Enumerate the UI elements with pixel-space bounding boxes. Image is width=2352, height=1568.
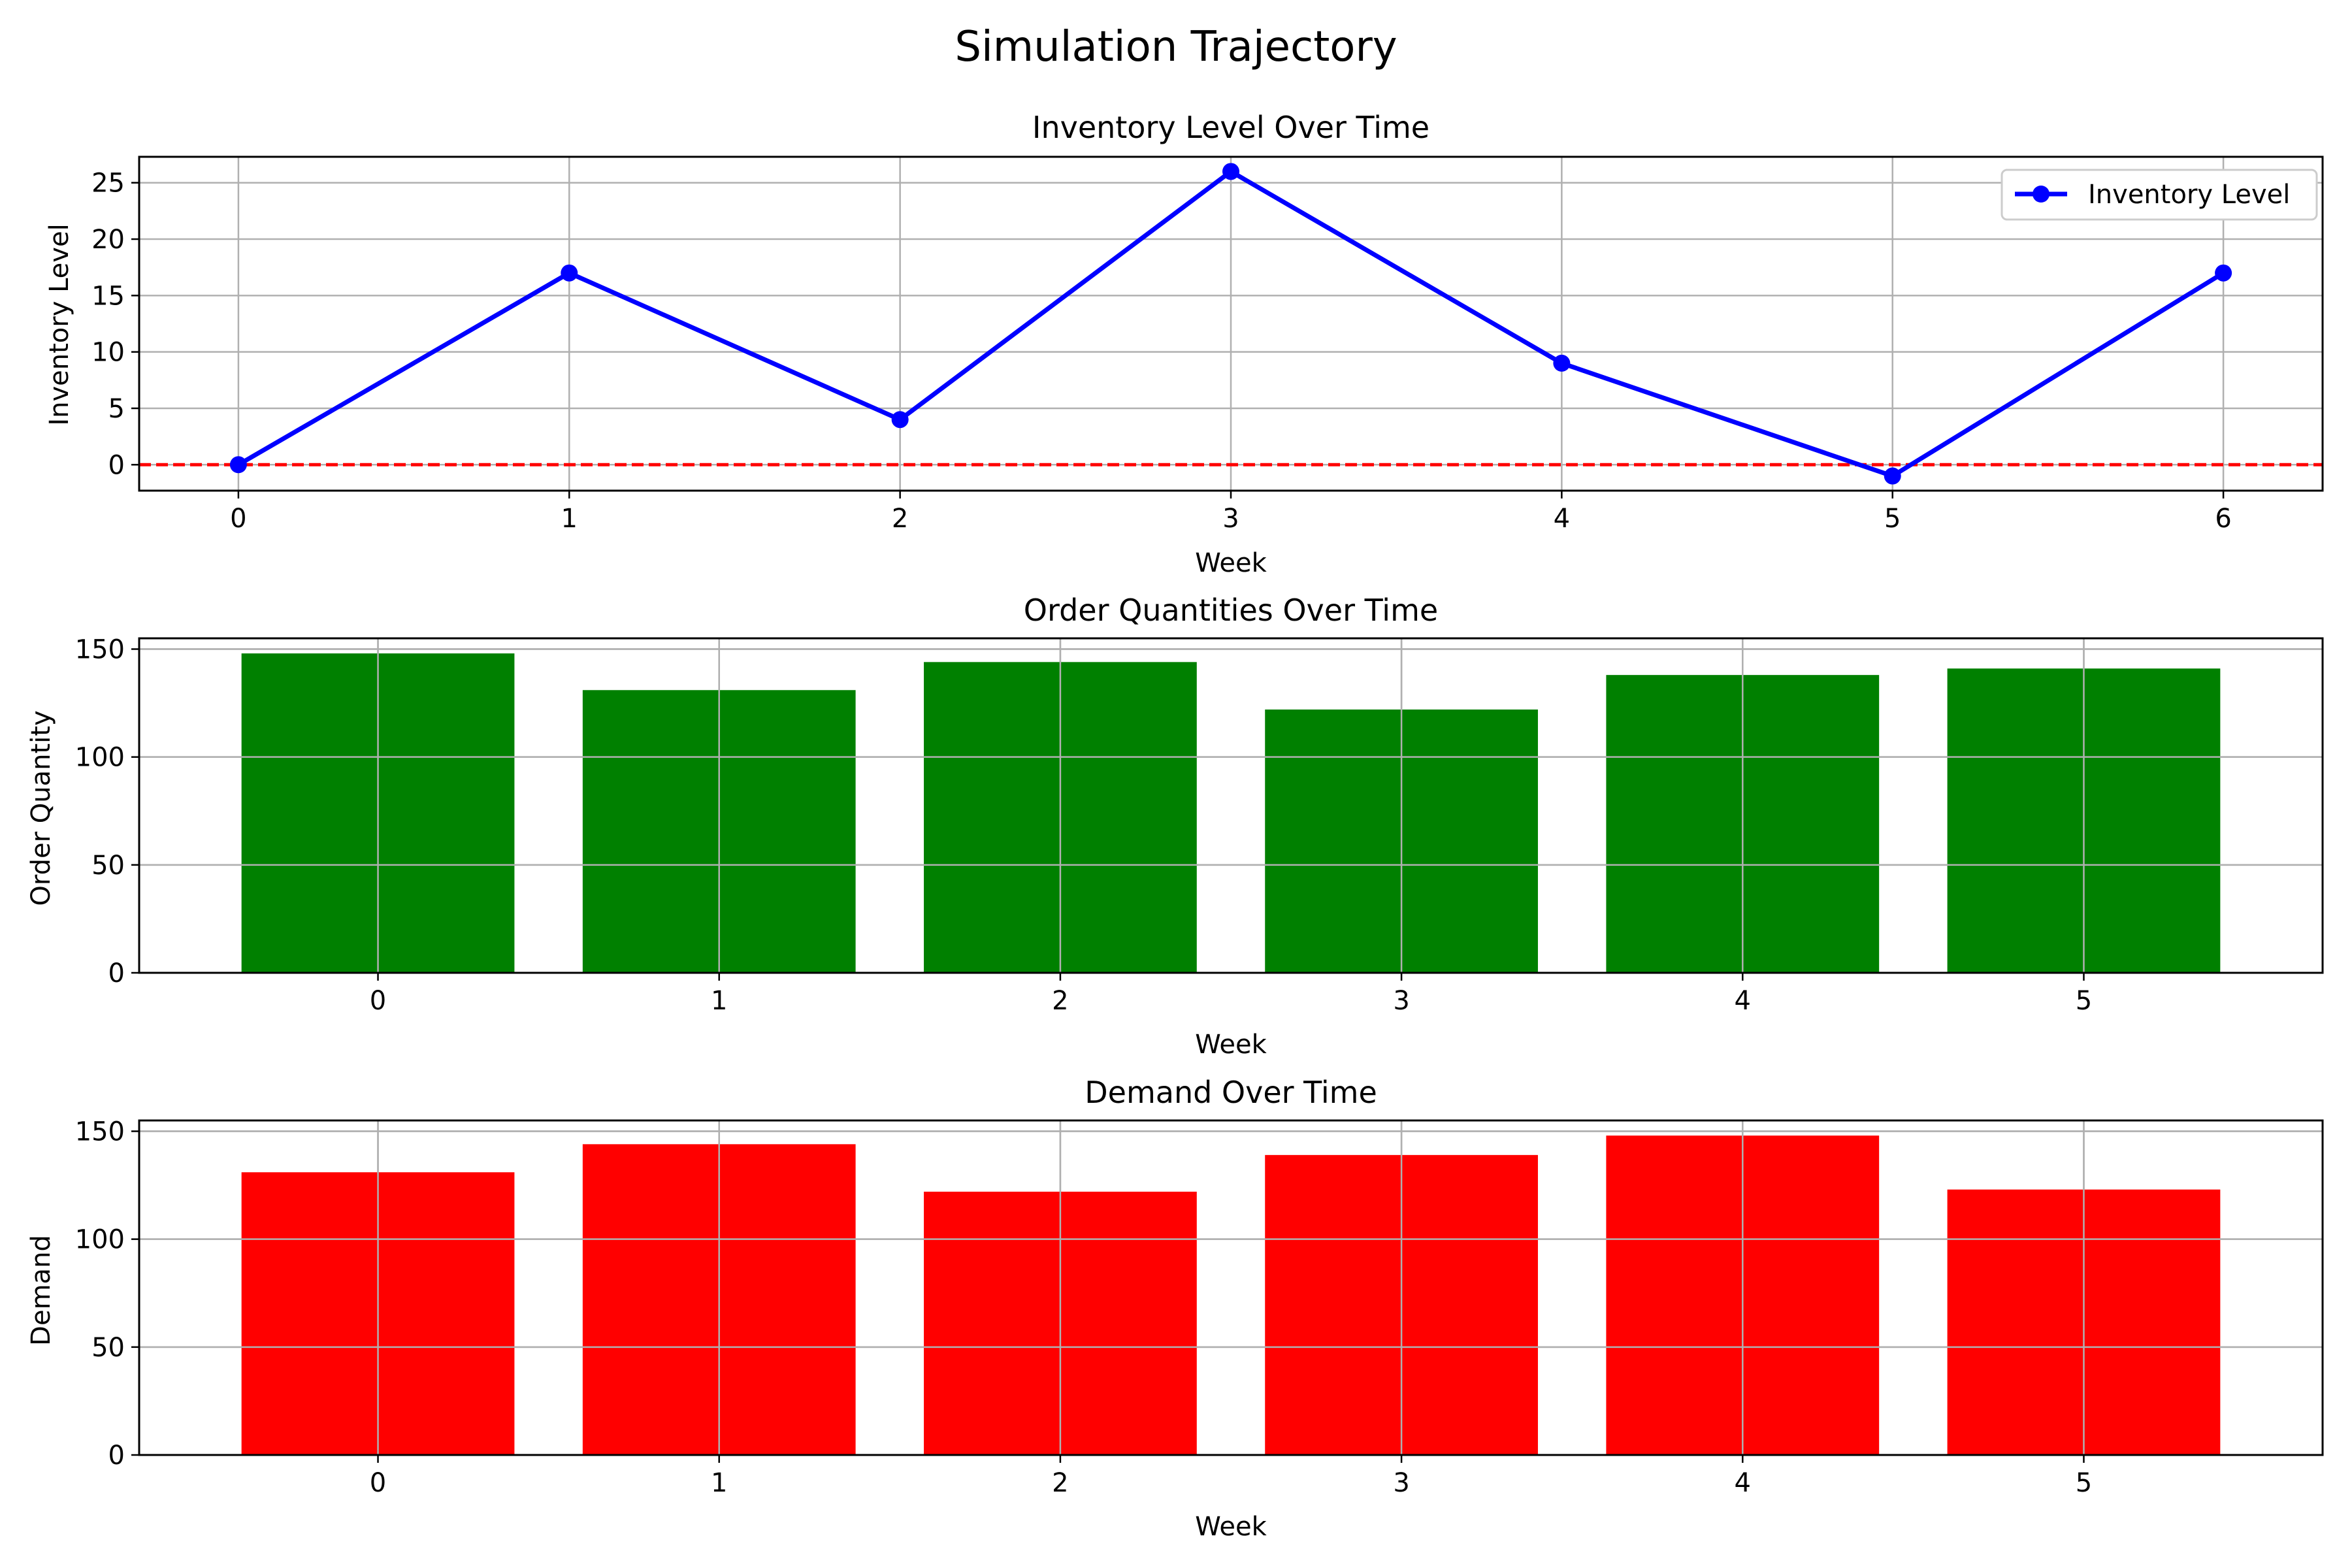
- inventory-xtick-label: 5: [1884, 504, 1901, 534]
- inventory-point-week-0: [229, 456, 247, 474]
- inventory-xtick-label: 3: [1222, 504, 1239, 534]
- demand-axes-frame: [138, 1119, 2324, 1456]
- inventory-point-week-4: [1553, 354, 1571, 372]
- inventory-xtick-label: 1: [561, 504, 578, 534]
- order-xtick-label: 1: [711, 986, 727, 1016]
- inventory-chart-ylabel: Inventory Level: [44, 223, 74, 425]
- demand-xtick-label: 5: [2076, 1468, 2092, 1498]
- legend-label: Inventory Level: [2088, 180, 2290, 210]
- demand-ytick-label: 0: [108, 1441, 125, 1471]
- order-xtick-label: 4: [1735, 986, 1751, 1016]
- order-xtick-label: 5: [2076, 986, 2092, 1016]
- demand-xtick-label: 1: [711, 1468, 727, 1498]
- demand-chart-ylabel: Demand: [26, 1235, 56, 1346]
- inventory-chart-xlabel: Week: [1195, 548, 1267, 578]
- legend-marker-swatch: [2033, 186, 2050, 203]
- inventory-xtick-label: 2: [892, 504, 908, 534]
- inventory-chart-title: Inventory Level Over Time: [1032, 110, 1429, 145]
- demand-ytick-label: 150: [75, 1117, 125, 1147]
- demand-ytick-label: 100: [75, 1225, 125, 1255]
- demand-xtick-label: 0: [370, 1468, 386, 1498]
- inventory-point-week-5: [1884, 467, 1901, 485]
- order-chart-xlabel: Week: [1195, 1030, 1267, 1060]
- inventory-xtick-label: 6: [2215, 504, 2231, 534]
- inventory-xtick-label: 4: [1554, 504, 1570, 534]
- demand-chart: Demand Over Time Week Demand 0 1 2 3 4 505010…: [26, 1075, 2324, 1542]
- inventory-point-week-2: [891, 411, 909, 429]
- inventory-chart: Inventory Level Over Time Week Inventory…: [44, 110, 2324, 578]
- inventory-grid: [139, 157, 2323, 491]
- figure-title: Simulation Trajectory: [955, 23, 1397, 71]
- order-chart-title: Order Quantities Over Time: [1024, 593, 1438, 628]
- order-chart-ylabel: Order Quantity: [26, 710, 56, 906]
- order-axes-frame: [138, 637, 2324, 974]
- order-xtick-label: 0: [370, 986, 386, 1016]
- demand-xtick-label: 2: [1052, 1468, 1068, 1498]
- inventory-ytick-label: 20: [91, 225, 125, 255]
- inventory-ytick-label: 0: [108, 450, 125, 480]
- order-ytick-label: 100: [75, 743, 125, 773]
- order-ytick-label: 0: [108, 958, 125, 988]
- order-grid-overlay: [139, 638, 2323, 974]
- demand-chart-xlabel: Week: [1195, 1512, 1267, 1542]
- inventory-xtick-label: 0: [230, 504, 246, 534]
- inventory-ytick-label: 5: [108, 394, 125, 424]
- order-quantities-chart: Order Quantities Over Time Week Order Qu…: [26, 593, 2324, 1060]
- demand-ytick-label: 50: [91, 1333, 125, 1363]
- order-ytick-label: 50: [91, 851, 125, 881]
- inventory-point-week-6: [2215, 264, 2232, 282]
- order-ytick-label: 150: [75, 635, 125, 665]
- inventory-ytick-label: 10: [91, 338, 125, 368]
- inventory-chart-plot: 0 1 2 3 4 5 6 0 5 10 15 20 25: [91, 155, 2324, 534]
- demand-chart-title: Demand Over Time: [1085, 1075, 1377, 1110]
- demand-xtick-label: 3: [1393, 1468, 1409, 1498]
- inventory-point-week-3: [1222, 163, 1239, 180]
- legend-frame: [2001, 169, 2318, 221]
- inventory-legend: Inventory Level: [2001, 169, 2318, 221]
- inventory-ytick-label: 15: [91, 281, 125, 311]
- inventory-point-week-1: [561, 264, 578, 282]
- demand-xtick-label: 4: [1735, 1468, 1751, 1498]
- order-xtick-label: 3: [1393, 986, 1409, 1016]
- inventory-ytick-label: 25: [91, 169, 125, 199]
- order-xtick-label: 2: [1052, 986, 1068, 1016]
